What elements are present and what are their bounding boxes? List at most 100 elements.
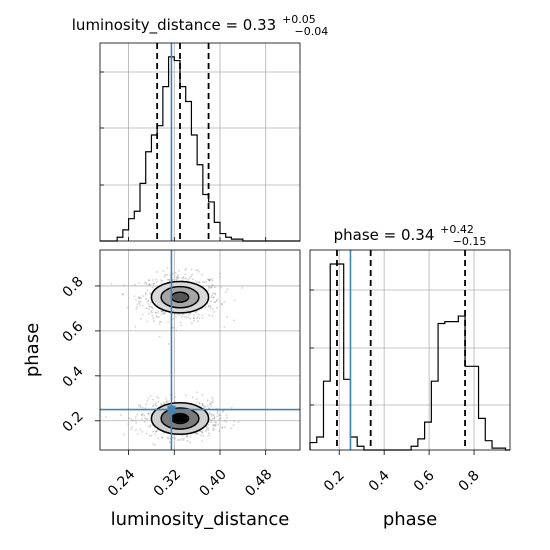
phase-ytick-label: 0.4 bbox=[60, 363, 87, 390]
sample-point bbox=[178, 439, 181, 442]
sample-point bbox=[211, 294, 213, 297]
sample-point bbox=[216, 298, 219, 301]
sample-point bbox=[152, 282, 155, 285]
sample-point bbox=[138, 295, 140, 298]
sample-point bbox=[208, 279, 210, 282]
sample-point bbox=[223, 419, 226, 422]
sample-point bbox=[145, 307, 148, 310]
sample-point bbox=[160, 404, 162, 407]
sample-point bbox=[212, 296, 215, 299]
sample-point bbox=[226, 416, 228, 419]
sample-point bbox=[138, 302, 141, 305]
sample-point bbox=[151, 398, 154, 401]
sample-point bbox=[205, 280, 208, 283]
sample-point bbox=[145, 298, 148, 300]
sample-point bbox=[158, 320, 161, 323]
sample-point bbox=[197, 270, 200, 273]
sample-point bbox=[149, 291, 152, 294]
sample-point bbox=[165, 401, 168, 404]
sample-point bbox=[211, 401, 214, 403]
phase-title-sub: −0.15 bbox=[453, 235, 487, 248]
sample-point bbox=[146, 418, 149, 420]
sample-point bbox=[209, 402, 212, 405]
sample-point bbox=[193, 317, 195, 320]
sample-point bbox=[183, 315, 186, 318]
contour-line bbox=[150, 402, 210, 436]
sample-point bbox=[149, 424, 152, 427]
sample-point bbox=[190, 275, 193, 278]
sample-point bbox=[201, 316, 204, 319]
sample-point bbox=[147, 425, 150, 428]
sample-point bbox=[157, 311, 159, 313]
sample-point bbox=[145, 432, 148, 435]
sample-point bbox=[213, 418, 215, 420]
sample-point bbox=[211, 423, 214, 426]
sample-point bbox=[185, 316, 188, 319]
sample-point bbox=[145, 418, 148, 420]
sample-point bbox=[221, 303, 223, 306]
sample-point bbox=[208, 278, 211, 281]
luminosity-histogram-frame bbox=[99, 42, 301, 242]
sample-point bbox=[178, 313, 181, 316]
sample-point bbox=[165, 400, 168, 403]
x-axis-label-luminosity: luminosity_distance bbox=[111, 509, 290, 530]
sample-point bbox=[196, 281, 198, 284]
lum-xtick-label: 0.32 bbox=[151, 466, 184, 499]
sample-point bbox=[208, 279, 211, 282]
sample-point bbox=[148, 305, 151, 308]
sample-point bbox=[166, 278, 169, 281]
luminosity-histogram-steps bbox=[100, 56, 300, 242]
sample-point bbox=[148, 283, 151, 286]
sample-point bbox=[214, 301, 217, 303]
sample-point bbox=[130, 428, 133, 431]
sample-point bbox=[134, 325, 137, 328]
sample-point bbox=[145, 282, 148, 285]
sample-point bbox=[186, 435, 188, 438]
sample-point bbox=[202, 435, 205, 437]
sample-point bbox=[146, 400, 148, 403]
sample-point bbox=[201, 431, 204, 434]
sample-point bbox=[216, 410, 219, 413]
sample-point bbox=[211, 292, 214, 295]
sample-point bbox=[161, 310, 164, 313]
sample-point bbox=[180, 324, 183, 327]
sample-point bbox=[167, 400, 169, 403]
sample-point bbox=[163, 401, 165, 404]
sample-point bbox=[196, 320, 199, 323]
sample-point bbox=[215, 421, 218, 424]
sample-point bbox=[167, 321, 169, 323]
sample-point bbox=[198, 402, 201, 405]
sample-point bbox=[208, 434, 211, 437]
sample-point bbox=[147, 307, 150, 310]
luminosity-title-sub: −0.04 bbox=[295, 25, 329, 38]
sample-point bbox=[160, 313, 163, 316]
sample-point bbox=[222, 410, 225, 412]
sample-point bbox=[216, 307, 219, 309]
sample-point bbox=[174, 271, 177, 274]
sample-point bbox=[155, 402, 157, 405]
sample-point bbox=[152, 430, 155, 433]
phase-xtick-label: 0.8 bbox=[456, 468, 483, 495]
sample-point bbox=[208, 314, 211, 316]
sample-point bbox=[189, 277, 191, 279]
lum-xtick-label: 0.24 bbox=[105, 466, 138, 499]
sample-point bbox=[210, 284, 213, 287]
phase-ytick-label: 0.8 bbox=[60, 274, 87, 301]
sample-point bbox=[181, 276, 184, 279]
sample-point bbox=[213, 417, 216, 420]
sample-point bbox=[176, 276, 178, 279]
sample-point bbox=[241, 287, 244, 289]
sample-point bbox=[177, 274, 180, 277]
sample-point bbox=[163, 275, 166, 278]
sample-point bbox=[140, 418, 143, 420]
sample-point bbox=[186, 440, 189, 442]
sample-point bbox=[210, 296, 213, 299]
phase-xtick-label: 0.4 bbox=[366, 468, 393, 495]
sample-point bbox=[211, 284, 214, 287]
sample-point bbox=[208, 305, 210, 307]
sample-point bbox=[210, 419, 213, 422]
sample-point bbox=[216, 412, 219, 415]
phase-title-sup: +0.42 bbox=[440, 223, 474, 236]
sample-point bbox=[137, 404, 140, 407]
sample-point bbox=[137, 300, 140, 303]
